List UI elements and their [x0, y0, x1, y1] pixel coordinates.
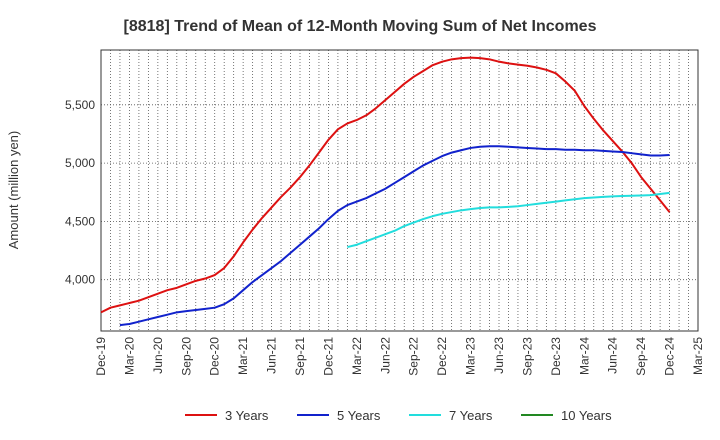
- series-line-2: [119, 145, 670, 327]
- legend-label: 10 Years: [561, 408, 612, 423]
- legend-label: 3 Years: [225, 408, 269, 423]
- x-tick-label: Dec-21: [321, 337, 335, 376]
- y-tick-label: 4,500: [65, 214, 95, 228]
- x-tick-label: Dec-20: [208, 337, 222, 376]
- x-tick-label: Jun-20: [151, 337, 165, 374]
- legend: 3 Years 5 Years 7 Years 10 Years: [185, 408, 612, 423]
- x-tick-label: Dec-22: [435, 337, 449, 376]
- x-tick-label: Mar-21: [236, 337, 250, 375]
- legend-label: 5 Years: [337, 408, 381, 423]
- series-layer: [100, 56, 671, 327]
- x-tick-label: Jun-23: [492, 337, 506, 374]
- x-tick-label: Mar-22: [350, 337, 364, 375]
- x-tick-label: Dec-24: [663, 337, 677, 376]
- x-axis-ticks: Dec-19 Mar-20 Jun-20 Sep-20 Dec-20 Mar-21 Jun-…: [94, 337, 705, 376]
- series-line-3: [347, 191, 670, 249]
- legend-label: 7 Years: [449, 408, 493, 423]
- x-tick-label: Mar-24: [577, 337, 591, 375]
- plot-area: [100, 49, 699, 332]
- y-axis-ticks: 4,000 4,500 5,000 5,500: [65, 98, 95, 287]
- x-tick-label: Dec-23: [549, 337, 563, 376]
- x-tick-label: Jun-21: [265, 337, 279, 374]
- x-tick-label: Sep-23: [520, 337, 534, 376]
- x-tick-label: Jun-24: [606, 337, 620, 374]
- x-tick-label: Dec-19: [94, 337, 108, 376]
- y-tick-label: 5,000: [65, 156, 95, 170]
- x-tick-label: Mar-20: [122, 337, 136, 375]
- x-tick-label: Mar-23: [464, 337, 478, 375]
- x-tick-label: Mar-25: [691, 337, 705, 375]
- x-tick-label: Sep-22: [407, 337, 421, 376]
- grid: [100, 50, 699, 331]
- x-tick-label: Sep-20: [179, 337, 193, 376]
- series-line-1: [100, 56, 671, 314]
- y-tick-label: 4,000: [65, 273, 95, 287]
- x-tick-label: Sep-21: [293, 337, 307, 376]
- y-tick-label: 5,500: [65, 98, 95, 112]
- chart-title: [8818] Trend of Mean of 12-Month Moving …: [124, 18, 597, 35]
- x-tick-label: Sep-24: [634, 337, 648, 376]
- x-tick-label: Jun-22: [378, 337, 392, 374]
- y-axis-label: Amount (million yen): [6, 131, 21, 250]
